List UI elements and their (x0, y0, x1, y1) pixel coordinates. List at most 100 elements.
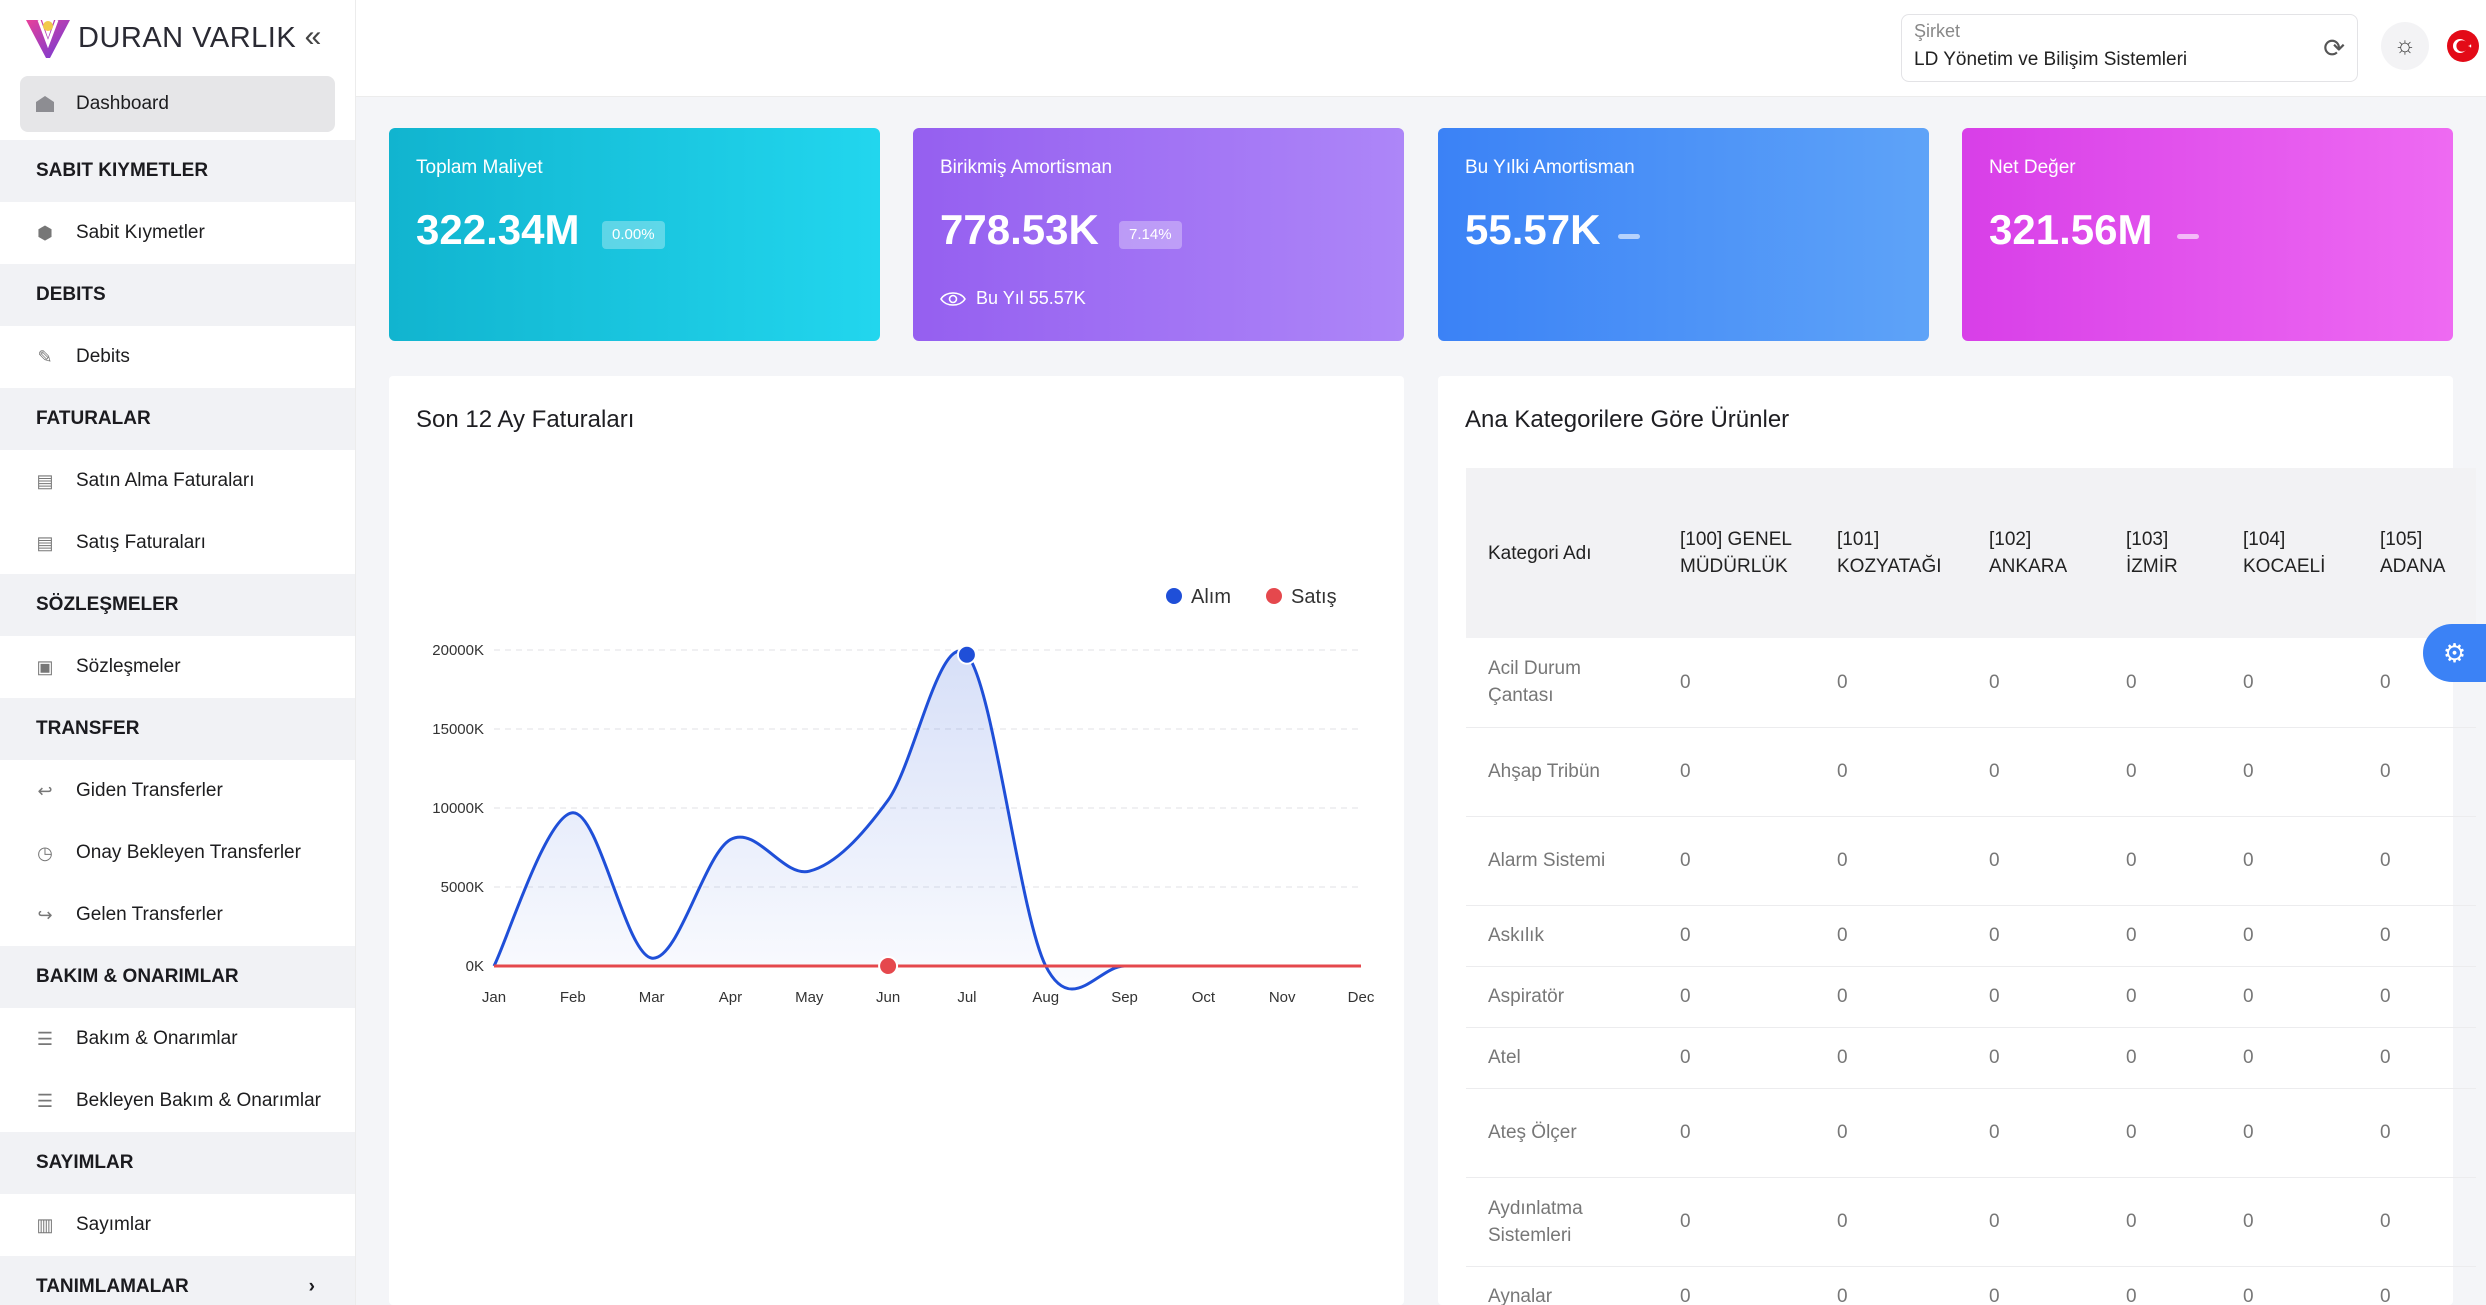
section-title-text: DEBITS (36, 284, 106, 305)
table-row[interactable]: Acil Durum Çantası0000000 (1466, 638, 2476, 728)
count-cell: 0 (1815, 1266, 1967, 1305)
table-header-cell: [103] İZMİR (2104, 468, 2221, 638)
x-tick-label: Oct (1192, 989, 1216, 1006)
count-cell: 0 (1967, 727, 2104, 817)
legend-label: Alım (1191, 586, 1231, 608)
brand[interactable]: DURAN VARLIK (24, 14, 296, 62)
sidebar-section-title[interactable]: TANIMLAMALAR › (0, 1256, 355, 1305)
refresh-icon[interactable]: ⟳ (2323, 33, 2345, 63)
x-tick-label: Apr (719, 989, 742, 1006)
category-name-cell: Ateş Ölçer (1466, 1088, 1658, 1178)
count-cell: 0 (2358, 1088, 2476, 1178)
count-cell: 0 (1967, 816, 2104, 906)
sidebar-item[interactable]: ↪ Gelen Transferler (20, 886, 223, 945)
count-cell: 0 (1815, 1088, 1967, 1178)
count-cell: 0 (1658, 1177, 1815, 1267)
sidebar-item[interactable]: ✎ Debits (20, 328, 130, 387)
language-button[interactable] (2439, 22, 2486, 70)
table-row[interactable]: Aydınlatma Sistemleri0000000 (1466, 1177, 2476, 1267)
count-cell: 0 (2221, 1266, 2358, 1305)
checklist-icon: ☰ (36, 1090, 54, 1111)
count-cell: 0 (1967, 905, 2104, 967)
table-row[interactable]: Alarm Sistemi0000000 (1466, 816, 2476, 906)
sidebar-section-title[interactable]: SÖZLEŞMELER (0, 574, 355, 636)
sidebar-item-label: Dashboard (76, 93, 169, 114)
stat-card-this-year-depreciation: Bu Yılki Amortisman 55.57K (1438, 128, 1929, 341)
settings-tab[interactable]: ⚙ (2423, 624, 2486, 682)
collapse-sidebar-icon[interactable]: « (304, 20, 322, 53)
sidebar-item[interactable]: ▤ Satın Alma Faturaları (20, 452, 254, 511)
stat-card-accumulated-depreciation: Birikmiş Amortisman 778.53K 7.14% Bu Yıl… (913, 128, 1404, 341)
card-badge: 0.00% (602, 221, 665, 249)
company-selector[interactable]: Şirket LD Yönetim ve Bilişim Sistemleri … (1901, 14, 2358, 82)
count-cell: 0 (2104, 1027, 2221, 1089)
card-label: Toplam Maliyet (416, 157, 543, 178)
legend-marker (1266, 588, 1282, 604)
sidebar-item-label: Gelen Transferler (76, 904, 223, 925)
count-cell: 0 (2104, 966, 2221, 1028)
sidebar-item[interactable]: ☰ Bakım & Onarımlar (20, 1010, 238, 1069)
count-cell: 0 (2221, 816, 2358, 906)
section-title-text: SÖZLEŞMELER (36, 594, 179, 615)
sidebar-section-title[interactable]: SABIT KIYMETLER (0, 140, 355, 202)
theme-toggle-button[interactable]: ☼ (2381, 22, 2429, 70)
sidebar-section-title[interactable]: SAYIMLAR (0, 1132, 355, 1194)
count-cell: 0 (1967, 638, 2104, 728)
pencil-icon: ✎ (37, 346, 53, 367)
x-tick-label: Sep (1111, 989, 1138, 1006)
sidebar-item[interactable]: ▤ Satış Faturaları (20, 514, 205, 573)
sidebar-item[interactable]: ◷ Onay Bekleyen Transferler (20, 824, 301, 883)
table-row[interactable]: Aspiratör0000000 (1466, 966, 2476, 1028)
table-row[interactable]: Ateş Ölçer0000000 (1466, 1088, 2476, 1178)
sidebar-item[interactable]: ↩ Giden Transferler (20, 762, 222, 821)
table-row[interactable]: Ahşap Tribün0000000 (1466, 727, 2476, 817)
table-row[interactable]: Aynalar0000000 (1466, 1266, 2476, 1305)
count-cell: 0 (2104, 1266, 2221, 1305)
sidebar-section-title[interactable]: FATURALAR (0, 388, 355, 450)
table-header-cell: Kategori Adı (1466, 468, 1658, 638)
x-tick-label: Jan (482, 989, 506, 1006)
card-sub-text: Bu Yıl 55.57K (976, 288, 1086, 308)
topbar: Şirket LD Yönetim ve Bilişim Sistemleri … (356, 0, 2486, 97)
sun-icon: ☼ (2394, 32, 2416, 59)
card-value: 55.57K (1465, 206, 1601, 253)
sidebar-section-title[interactable]: BAKIM & ONARIMLAR (0, 946, 355, 1008)
sidebar-item[interactable]: ⬢ Sabit Kıymetler (20, 204, 205, 263)
cube-icon: ⬢ (37, 222, 53, 243)
section-title-text: TANIMLAMALAR (36, 1276, 189, 1297)
table-header-cell: [100] GENEL MÜDÜRLÜK (1658, 468, 1815, 638)
sidebar-section-title[interactable]: TRANSFER (0, 698, 355, 760)
table-header-cell: [101] KOZYATAĞI (1815, 468, 1967, 638)
sidebar-item-label: Debits (76, 346, 130, 367)
sidebar-item[interactable]: ▣ Sözleşmeler (20, 638, 180, 697)
count-cell: 0 (2221, 1088, 2358, 1178)
sidebar-item-dashboard[interactable]: Dashboard (20, 76, 335, 132)
section-title-text: BAKIM & ONARIMLAR (36, 966, 239, 987)
sidebar-item[interactable]: ☰ Bekleyen Bakım & Onarımlar (20, 1072, 321, 1131)
sidebar-section-title[interactable]: DEBITS (0, 264, 355, 326)
table-panel: Ana Kategorilere Göre Ürünler Kategori A… (1438, 376, 2476, 1305)
section-title-text: SABIT KIYMETLER (36, 160, 209, 181)
x-tick-label: Jun (876, 989, 900, 1006)
count-cell: 0 (1658, 1027, 1815, 1089)
gear-icon: ⚙ (2442, 637, 2467, 668)
table-row[interactable]: Askılık0000000 (1466, 905, 2476, 967)
stat-card-total-cost: Toplam Maliyet 322.34M 0.00% (389, 128, 880, 341)
category-table-scroll[interactable]: Kategori Adı [100] GENEL MÜDÜRLÜK [101] KO… (1466, 468, 2476, 1305)
x-tick-label: Mar (639, 989, 665, 1006)
count-cell: 0 (2221, 727, 2358, 817)
sidebar-item-label: Sayımlar (76, 1214, 151, 1235)
count-cell: 0 (1967, 1266, 2104, 1305)
count-cell: 0 (1658, 905, 1815, 967)
count-cell: 0 (2358, 727, 2476, 817)
contract-icon: ▣ (36, 656, 54, 677)
count-cell: 0 (2104, 727, 2221, 817)
count-cell: 0 (1658, 638, 1815, 728)
count-cell: 0 (1815, 727, 1967, 817)
panel-title: Son 12 Ay Faturaları (416, 406, 635, 433)
x-tick-label: Jul (957, 989, 976, 1006)
count-cell: 0 (1658, 727, 1815, 817)
card-dash (2177, 234, 2199, 239)
table-row[interactable]: Atel0000000 (1466, 1027, 2476, 1089)
sidebar-item[interactable]: ▥ Sayımlar (20, 1196, 151, 1255)
